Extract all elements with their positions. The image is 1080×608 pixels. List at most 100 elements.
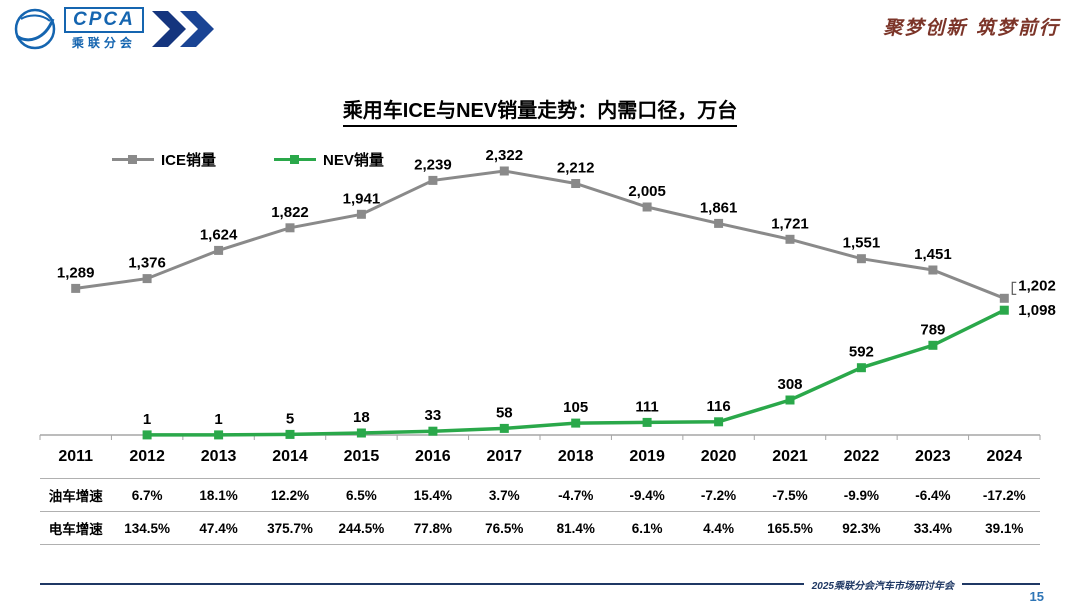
page-title-text: 乘用车ICE与NEV销量走势：内需口径，万台 [342,100,738,127]
chart-point [928,340,938,350]
data-label: 1,202 [1018,277,1056,294]
footer-conference: 2025乘联分会汽车市场研讨年会 [803,577,962,592]
data-label: 18 [353,409,370,426]
logo-acronym: CPCA [64,7,144,33]
data-label: 1,289 [57,264,95,281]
legend-label: ICE销量 [161,152,217,169]
data-label: 2,322 [486,147,524,164]
chart-point [356,428,366,438]
year-label: 2011 [58,448,94,465]
growth-cell: 39.1% [985,520,1024,536]
data-label: 1 [214,411,222,428]
growth-cell: 18.1% [199,487,238,503]
chart-point [928,265,938,275]
data-label: 33 [425,407,442,424]
growth-cell: -9.4% [629,487,665,503]
year-label: 2020 [700,448,737,465]
growth-cell: -4.7% [558,487,594,503]
chart-point [499,423,509,433]
growth-cell: -7.5% [772,487,808,503]
data-label: 5 [286,410,294,427]
growth-cell: 244.5% [338,520,385,536]
chart-point [499,166,509,176]
data-label: 1,451 [914,246,952,263]
data-label: 592 [849,344,874,361]
year-label: 2019 [629,448,665,465]
data-label: 2,005 [628,183,666,200]
year-label: 2014 [272,448,308,465]
data-label: 111 [635,398,658,415]
growth-cell: 134.5% [124,520,171,536]
growth-row: 油车增速 6.7% 18.1% 12.2% 6.5% 15.4% 3.7% -4.7% -9.4… [40,479,1040,512]
data-label: 1,376 [128,255,166,272]
chart-point [142,430,152,440]
growth-cell: 76.5% [485,520,524,536]
growth-table: 油车增速 6.7% 18.1% 12.2% 6.5% 15.4% 3.7% -4.7% -9.4… [40,478,1040,545]
growth-cell: 81.4% [556,520,595,536]
growth-cell: -9.9% [843,487,880,503]
growth-cell: 33.4% [913,520,952,536]
year-label: 2015 [343,448,380,465]
chart-point [785,234,795,244]
data-label: 2,239 [414,156,452,173]
legend-item: NEV销量 [274,149,384,170]
year-label: 2016 [415,448,451,465]
chart-point [142,274,152,284]
chart-point [428,426,438,436]
growth-cell: 3.7% [488,487,520,503]
data-label: 1,941 [343,190,381,207]
data-label: 1,098 [1018,302,1056,319]
year-label: 2021 [772,448,808,465]
growth-row-label: 电车增速 [48,522,103,537]
series-line [147,308,1006,437]
growth-cell: 4.4% [703,520,734,536]
data-label: 105 [563,399,588,416]
year-label: 2013 [200,448,237,465]
chart-point [714,218,724,228]
chart-point [571,418,581,428]
page-number: 15 [1029,589,1044,604]
data-label: 1,822 [271,204,309,221]
chart-point [285,429,295,439]
chart-point [571,179,581,188]
year-label: 2023 [915,448,951,465]
series-line [75,169,1005,300]
year-label: 2022 [843,448,880,465]
data-label: 2,212 [557,160,595,177]
growth-cell: 165.5% [767,520,813,536]
growth-cell: -17.2% [982,487,1026,503]
growth-cell: -6.4% [915,487,951,503]
footer-divider [40,583,1040,585]
x-axis-labels: 2011 2012 2013 2014 2015 2016 2017 2018 2019 2020… [40,448,1040,466]
data-label: 58 [496,404,513,421]
growth-cell: 12.2% [270,487,310,503]
chart-point [999,305,1009,315]
growth-cell: 47.4% [199,520,238,536]
chart-point [214,245,224,255]
header: CPCA 乘联分会 聚梦创新 筑梦前行 [0,0,1080,60]
data-label: 789 [920,321,945,338]
slogan: 聚梦创新 筑梦前行 [883,17,1060,39]
legend-marker [274,155,317,164]
chart-point [999,293,1009,303]
chart-point [214,430,224,440]
label-bracket [1011,281,1017,295]
growth-cell: 77.8% [413,520,452,536]
data-label: 308 [777,376,802,393]
growth-cell: 6.5% [346,487,377,503]
logo-org-name: 乘联分会 [71,36,136,50]
legend-marker [112,155,154,164]
chart-point [856,363,866,373]
data-label: 1,721 [771,215,809,232]
chart-point [428,175,438,185]
chart-point [642,202,652,212]
growth-cell: 6.7% [131,487,163,503]
chart-point [642,417,652,427]
cpca-logo: CPCA 乘联分会 [12,6,218,52]
legend-item: ICE销量 [112,149,216,170]
line-chart: 1,289 1,376 1,624 1,822 1,941 2,239 2,322 2,212… [39,147,1056,440]
page-title: 乘用车ICE与NEV销量走势：内需口径，万台 [0,94,1080,127]
logo-text: CPCA 乘联分会 [64,7,144,51]
data-label: 1 [143,411,151,428]
chart-point [785,395,795,405]
